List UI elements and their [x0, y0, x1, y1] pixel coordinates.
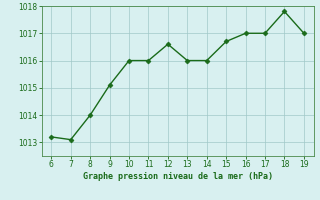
X-axis label: Graphe pression niveau de la mer (hPa): Graphe pression niveau de la mer (hPa) — [83, 172, 273, 181]
